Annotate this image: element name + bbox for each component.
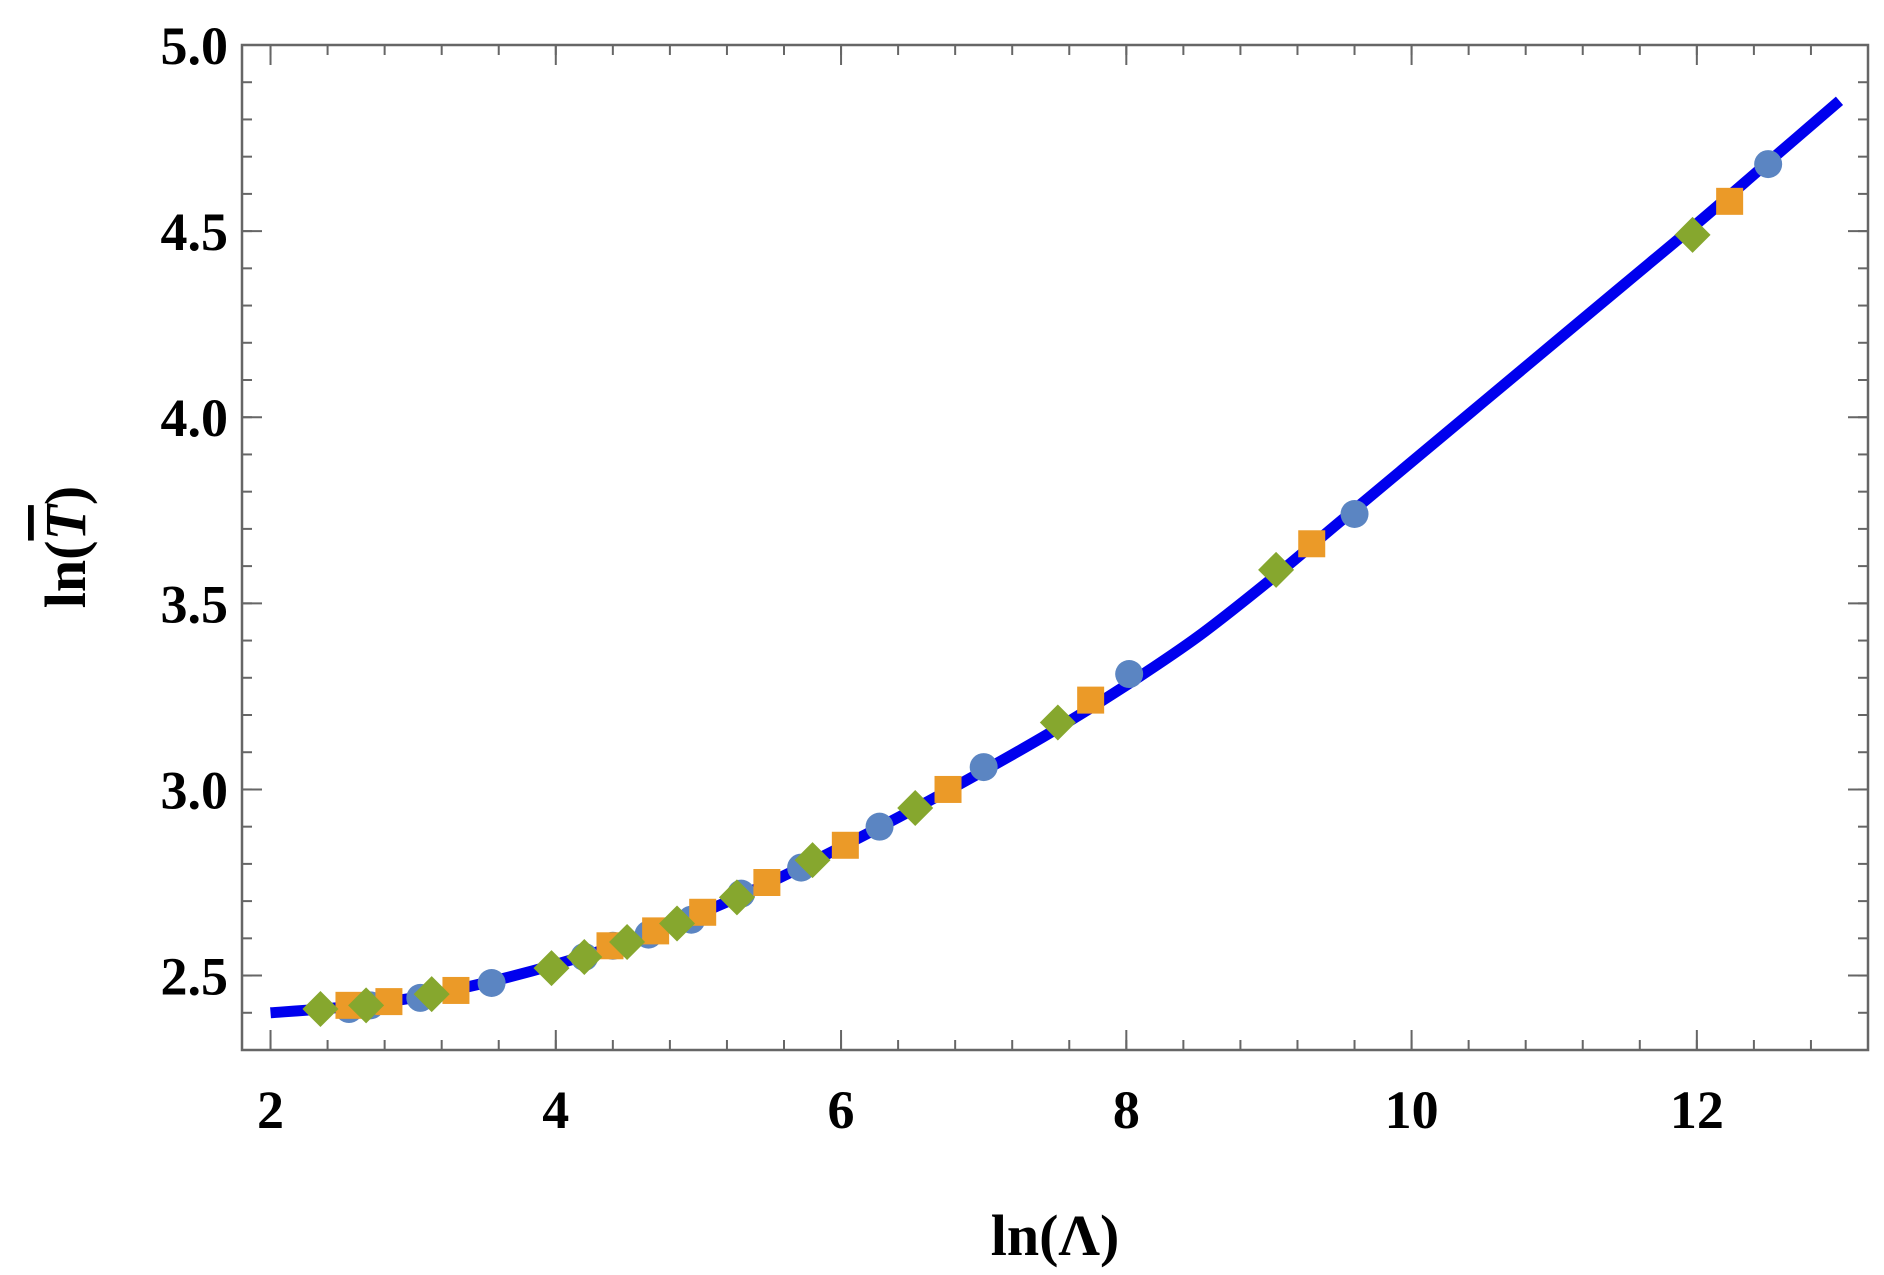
y-axis-label-prefix: ln( bbox=[33, 541, 98, 609]
fit-line bbox=[270, 96, 1844, 1019]
diamond-point bbox=[348, 987, 385, 1024]
x-axis-label: ln(Λ) bbox=[991, 1203, 1120, 1268]
circle-point bbox=[1115, 660, 1144, 689]
diamond-point bbox=[302, 991, 339, 1028]
x-tick-label: 12 bbox=[1670, 1080, 1724, 1140]
x-tick-label: 2 bbox=[257, 1080, 284, 1140]
y-tick-label: 3.5 bbox=[161, 574, 229, 634]
y-tick-label: 4.0 bbox=[161, 388, 229, 448]
diamond-point bbox=[413, 976, 450, 1013]
x-tick-label: 8 bbox=[1113, 1080, 1140, 1140]
y-tick-label: 2.5 bbox=[161, 947, 229, 1007]
y-tick-label: 4.5 bbox=[161, 202, 229, 262]
square-point bbox=[934, 775, 962, 803]
square-point bbox=[1298, 530, 1326, 558]
circle-point bbox=[1754, 150, 1783, 179]
diamond-point bbox=[659, 905, 696, 942]
diamond-point bbox=[566, 938, 603, 975]
square-point bbox=[442, 976, 470, 1004]
diamond-point bbox=[1039, 704, 1076, 741]
y-axis-label: ln(T) bbox=[33, 486, 98, 608]
circle-point bbox=[865, 812, 894, 841]
axis-ticks bbox=[242, 44, 1869, 1051]
plot-frame bbox=[240, 43, 1870, 1052]
y-tick-label: 3.0 bbox=[161, 760, 229, 820]
x-tick-label: 4 bbox=[542, 1080, 569, 1140]
y-tick-label: 5.0 bbox=[161, 16, 229, 76]
data-markers bbox=[302, 150, 1783, 1028]
y-axis-label-symbol: T bbox=[33, 503, 98, 541]
square-point bbox=[1077, 686, 1105, 714]
square-point bbox=[689, 898, 717, 926]
y-axis-label-suffix: ) bbox=[33, 486, 98, 505]
x-tick-label: 6 bbox=[828, 1080, 855, 1140]
circle-point bbox=[969, 753, 998, 782]
tick-labels: 2 4 6 8 10 12 2.5 3.0 3.5 4.0 4.5 5.0 bbox=[161, 16, 1724, 1140]
circle-point bbox=[477, 969, 506, 997]
square-point bbox=[753, 869, 781, 896]
square-point bbox=[831, 831, 859, 859]
y-axis-label-group: ln(T) bbox=[33, 486, 98, 608]
diamond-point bbox=[533, 950, 570, 987]
diamond-point bbox=[794, 842, 831, 879]
square-point bbox=[1716, 187, 1744, 215]
diamond-point bbox=[1674, 216, 1711, 253]
fit-curve bbox=[270, 96, 1844, 1019]
diamond-point bbox=[897, 790, 934, 827]
circle-point bbox=[1340, 500, 1369, 528]
x-tick-label: 10 bbox=[1385, 1080, 1439, 1140]
diamond-point bbox=[609, 924, 646, 961]
diamond-point bbox=[1258, 551, 1295, 588]
diamond-point bbox=[718, 879, 755, 916]
